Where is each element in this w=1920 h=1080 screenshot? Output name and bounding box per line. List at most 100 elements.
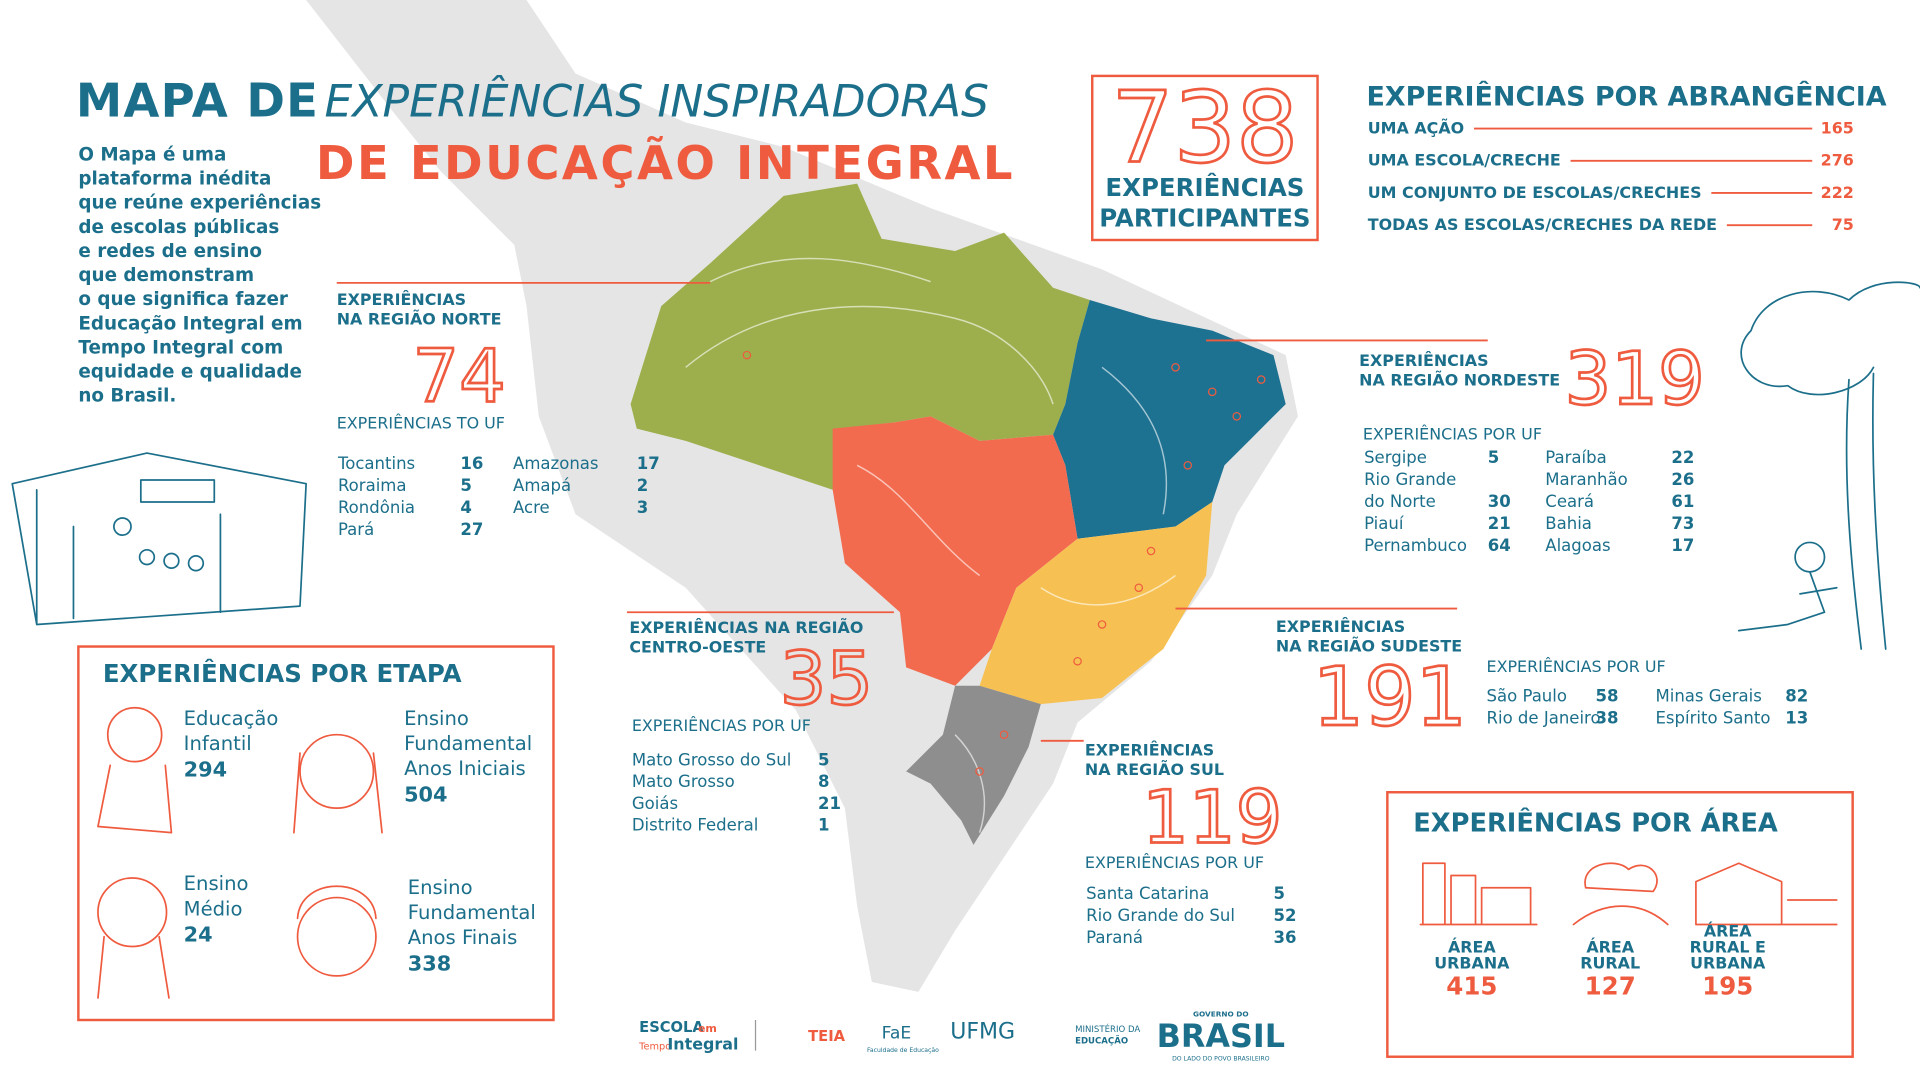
region-heading: NA REGIÃO SUDESTE: [1276, 636, 1462, 655]
uf-value: 2: [637, 476, 649, 495]
total-label: EXPERIÊNCIAS: [1105, 173, 1304, 202]
reader-body: [1737, 570, 1838, 632]
intro-line: que reúne experiências: [78, 193, 321, 214]
brazil-map: [630, 183, 1286, 845]
region-heading: EXPERIÊNCIAS: [1276, 617, 1405, 636]
uf-name: Rio Grande do Sul: [1086, 906, 1235, 925]
uf-value: 22: [1671, 448, 1694, 467]
region-norte: [630, 183, 1090, 490]
area-label: URBANA: [1434, 954, 1510, 973]
uf-value: 5: [460, 476, 472, 495]
region-centro-oeste: [832, 416, 1078, 686]
face: [296, 896, 377, 977]
region-heading: EXPERIÊNCIAS: [1085, 741, 1214, 760]
region-total: 74: [412, 335, 505, 420]
logo-text: TEIA: [808, 1028, 846, 1045]
dot: [975, 767, 984, 776]
dot: [1073, 656, 1082, 666]
region-total: 191: [1313, 651, 1467, 745]
uf-name: do Norte: [1364, 492, 1436, 511]
hair: [293, 752, 383, 834]
logo-text: UFMG: [950, 1019, 1015, 1044]
stage-value: 294: [184, 757, 227, 781]
area-box: [1386, 791, 1854, 1058]
uf-value: 5: [818, 750, 830, 769]
dot: [1207, 387, 1217, 397]
section-title: EXPERIÊNCIAS POR ETAPA: [103, 659, 462, 688]
uf-name: Tocantins: [337, 454, 415, 473]
logo-text: GOVERNO DO: [1193, 1009, 1249, 1018]
stage-label: Anos Finais: [408, 926, 518, 949]
intro-line: no Brasil.: [78, 386, 176, 407]
region-total: 119: [1142, 775, 1282, 860]
uf-value: 64: [1488, 536, 1511, 555]
region-heading: EXPERIÊNCIAS: [1359, 351, 1488, 370]
stage-label: Ensino: [184, 872, 249, 895]
uf-name: Sergipe: [1364, 448, 1427, 467]
uf-value: 17: [1671, 536, 1694, 555]
uf-value: 58: [1596, 687, 1619, 706]
stage-label: Fundamental: [408, 901, 536, 924]
dot: [999, 730, 1009, 739]
region-heading: EXPERIÊNCIAS NA REGIÃO: [629, 618, 863, 637]
uf-value: 5: [1488, 448, 1500, 467]
logo-text: Tempo: [638, 1041, 671, 1052]
uf-name: Espírito Santo: [1656, 709, 1771, 728]
dot: [1171, 363, 1180, 372]
body: [97, 764, 173, 834]
uf-name: Santa Catarina: [1086, 884, 1209, 903]
stage-label: Ensino: [408, 876, 473, 899]
uf-value: 3: [637, 498, 649, 517]
logo-text: Integral: [667, 1034, 738, 1053]
uf-title: EXPERIÊNCIAS POR UF: [632, 716, 811, 735]
uf-value: 38: [1596, 709, 1619, 728]
stage-label: Educação: [184, 707, 279, 730]
dot: [1097, 620, 1107, 629]
stage-value: 24: [184, 923, 213, 947]
uf-name: Mato Grosso do Sul: [632, 750, 791, 769]
uf-name: Mato Grosso: [632, 772, 735, 791]
intro-line: e redes de ensino: [78, 241, 262, 262]
uf-value: 8: [818, 772, 830, 791]
region-heading: NA REGIÃO NORTE: [337, 309, 502, 328]
dot: [742, 350, 752, 360]
region-sul: [906, 685, 1041, 845]
etapa-faces: [97, 706, 383, 999]
region-heading: CENTRO-OESTE: [629, 638, 766, 657]
region-total: 35: [780, 637, 873, 722]
uf-name: Alagoas: [1545, 536, 1610, 555]
uf-value: 4: [460, 498, 472, 517]
stage-value: 338: [408, 951, 451, 975]
stage-label: Fundamental: [404, 732, 532, 755]
school-sign: [139, 479, 216, 503]
pattern-line: [709, 257, 931, 283]
logo-text: MINISTÉRIO DA: [1075, 1023, 1140, 1035]
stage-label: Médio: [184, 897, 243, 920]
intro-line: o que significa fazer: [78, 289, 288, 310]
uf-name: Paraíba: [1545, 448, 1606, 467]
area-label: URBANA: [1690, 954, 1766, 973]
uf-name: Bahia: [1545, 514, 1592, 533]
etapa-box: [77, 645, 555, 1022]
intro-line: de escolas públicas: [78, 217, 279, 238]
uf-name: Pará: [338, 520, 374, 539]
face: [97, 877, 168, 948]
map-pattern: [685, 257, 1176, 833]
area-label: ÁREA: [1586, 938, 1634, 957]
scope-value: 222: [1821, 183, 1854, 202]
intro-line: que demonstram: [78, 265, 254, 286]
uf-name: Maranhão: [1545, 470, 1627, 489]
hair: [296, 885, 377, 920]
area-label: RURAL: [1580, 954, 1640, 973]
scope-value: 75: [1832, 215, 1854, 234]
mixed: [1695, 862, 1838, 926]
stage-label: Infantil: [184, 732, 252, 755]
scope-label: UMA ESCOLA/CRECHE: [1368, 151, 1561, 170]
intro-line: O Mapa é uma: [78, 144, 226, 165]
section-title: EXPERIÊNCIAS POR ÁREA: [1413, 806, 1778, 838]
school-outline: [11, 452, 307, 626]
city: [1419, 862, 1538, 926]
uf-name: Minas Gerais: [1656, 687, 1762, 706]
tree-sketch: [1737, 281, 1920, 650]
